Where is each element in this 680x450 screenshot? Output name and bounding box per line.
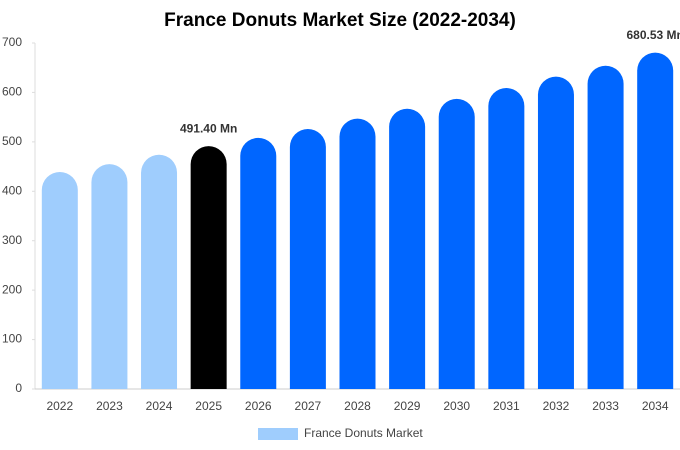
value-label: 491.40 Mn — [180, 121, 237, 135]
bar — [41, 172, 78, 389]
bar — [190, 146, 227, 389]
legend-label: France Donuts Market — [304, 426, 423, 440]
x-tick-label: 2027 — [295, 399, 322, 413]
x-tick-label: 2024 — [146, 399, 173, 413]
x-tick-label: 2029 — [394, 399, 421, 413]
bar — [438, 98, 475, 390]
x-tick-label: 2023 — [96, 399, 123, 413]
x-tick-label: 2032 — [543, 399, 570, 413]
y-tick-label: 0 — [15, 381, 22, 395]
bar — [488, 88, 525, 390]
x-tick-label: 2025 — [195, 399, 222, 413]
bar — [91, 164, 128, 389]
y-tick-label: 600 — [2, 85, 22, 99]
x-tick-label: 2033 — [592, 399, 619, 413]
y-tick-label: 300 — [2, 233, 22, 247]
y-tick-label: 100 — [2, 332, 22, 346]
bar — [587, 65, 624, 389]
bar — [141, 154, 178, 389]
x-tick-label: 2026 — [245, 399, 272, 413]
x-tick-label: 2030 — [443, 399, 470, 413]
bar — [240, 137, 277, 389]
legend-swatch — [258, 428, 298, 440]
y-tick-label: 200 — [2, 282, 22, 296]
bar — [389, 108, 426, 390]
bar — [339, 118, 376, 389]
value-label: 680.53 Mn — [627, 28, 680, 42]
bar — [637, 52, 674, 389]
chart-title: France Donuts Market Size (2022-2034) — [164, 10, 516, 31]
x-tick-label: 2031 — [493, 399, 520, 413]
bar — [289, 129, 326, 389]
x-tick-label: 2034 — [642, 399, 669, 413]
y-tick-label: 400 — [2, 183, 22, 197]
bar — [537, 76, 574, 390]
y-tick-label: 700 — [2, 35, 22, 49]
x-tick-label: 2028 — [344, 399, 371, 413]
y-tick-label: 500 — [2, 134, 22, 148]
x-tick-label: 2022 — [46, 399, 73, 413]
